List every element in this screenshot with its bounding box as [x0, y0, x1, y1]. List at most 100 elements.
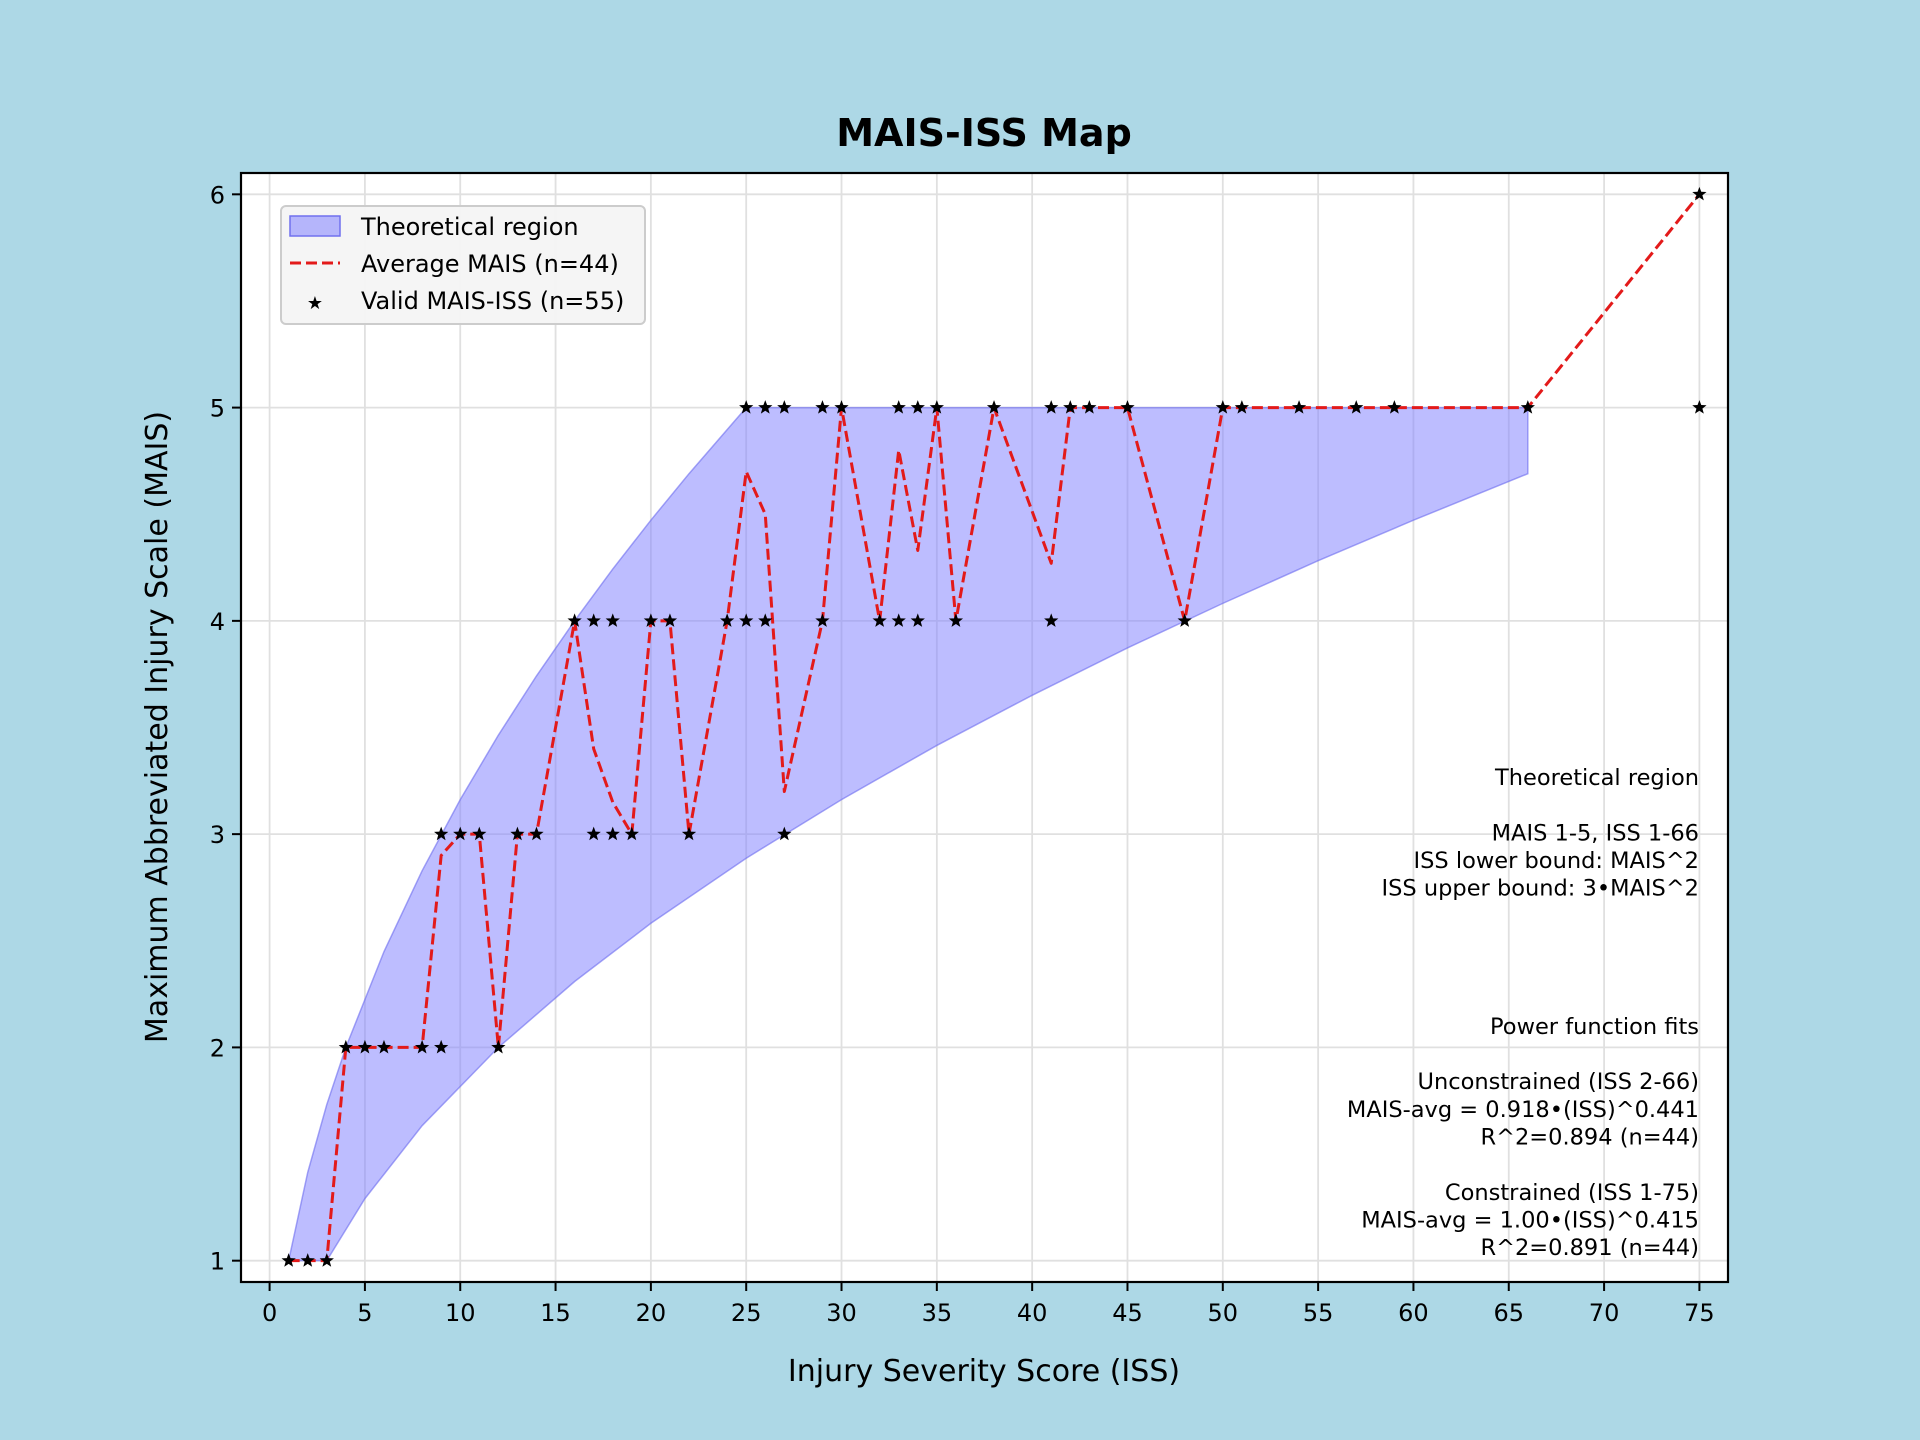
y-tick-label: 5	[210, 395, 225, 423]
data-point-star	[815, 613, 830, 627]
legend-entry-points: Valid MAIS-ISS (n=55)	[361, 287, 624, 315]
data-point-star	[1520, 400, 1535, 414]
data-point-star	[529, 826, 544, 841]
y-tick-label: 3	[210, 821, 225, 849]
x-tick-label: 55	[1303, 1299, 1334, 1327]
data-point-star	[319, 1253, 334, 1267]
data-point-star	[891, 613, 906, 627]
data-point-star	[1692, 400, 1707, 414]
data-point-star	[1349, 400, 1364, 414]
data-point-star	[1063, 400, 1078, 414]
data-point-star	[338, 1039, 353, 1054]
legend: ★ Theoretical region Average MAIS (n=44)…	[280, 205, 646, 325]
annotation-line: MAIS 1-5, ISS 1-66	[1492, 820, 1699, 846]
data-point-star	[434, 1039, 449, 1054]
data-point-star	[834, 400, 849, 414]
x-tick-label: 20	[636, 1299, 667, 1327]
data-point-star	[1120, 400, 1135, 414]
plot-background	[241, 173, 1728, 1282]
data-point-star	[605, 826, 620, 841]
data-point-star	[472, 826, 487, 841]
data-point-star	[891, 400, 906, 414]
data-point-star	[777, 400, 792, 414]
x-tick-label: 30	[826, 1299, 857, 1327]
data-point-star	[357, 1039, 373, 1054]
plot-frame	[239, 171, 1730, 1284]
data-point-star	[643, 613, 659, 627]
grid	[241, 173, 1728, 1282]
data-point-star	[681, 826, 697, 841]
data-point-star	[948, 613, 964, 627]
annotation-line: Constrained (ISS 1-75)	[1445, 1180, 1699, 1206]
data-point-star	[739, 400, 754, 414]
x-tick-label: 60	[1398, 1299, 1429, 1327]
data-point-star	[1082, 400, 1097, 414]
data-point-star	[910, 400, 925, 414]
legend-swatch-region	[289, 215, 341, 237]
x-axis-ticks: 0 5 10 15 20 25 30 35 40 45 50 55 60 65 70 75	[262, 1282, 1715, 1327]
data-point-star	[1234, 400, 1249, 414]
data-point-star	[491, 1039, 506, 1054]
data-point-star	[777, 826, 792, 841]
chart-title: MAIS-ISS Map	[836, 111, 1132, 155]
data-point-star	[605, 613, 620, 627]
y-tick-label: 2	[210, 1034, 225, 1062]
y-axis-ticks: 1 2 3 4 5 6	[210, 181, 241, 1276]
y-axis-label: Maximum Abbreviated Injury Scale (MAIS)	[140, 411, 175, 1043]
data-point-star	[586, 826, 601, 841]
data-point-star	[1291, 400, 1307, 414]
x-tick-label: 25	[731, 1299, 762, 1327]
x-tick-label: 15	[540, 1299, 571, 1327]
data-point-star	[1692, 186, 1707, 201]
data-point-star	[872, 613, 887, 627]
x-tick-label: 40	[1017, 1299, 1048, 1327]
legend-entry-region: Theoretical region	[360, 213, 579, 241]
data-point-star	[414, 1039, 430, 1054]
annotation-line: MAIS-avg = 0.918•(ISS)^0.441	[1347, 1097, 1699, 1123]
x-axis-label: Injury Severity Score (ISS)	[788, 1354, 1180, 1389]
x-tick-label: 70	[1589, 1299, 1620, 1327]
x-tick-label: 0	[262, 1299, 277, 1327]
annotation-line: R^2=0.891 (n=44)	[1480, 1235, 1699, 1261]
legend-swatch-star-icon: ★	[307, 293, 323, 314]
theoretical-region	[287, 406, 1529, 1262]
annotation-line: Theoretical region	[1494, 765, 1699, 791]
data-point-star	[758, 400, 773, 414]
average-mais-line	[288, 193, 1701, 1263]
data-point-star	[662, 613, 678, 627]
theoretical-region-area	[287, 406, 1529, 1262]
data-point-star	[929, 400, 944, 414]
legend-box	[280, 205, 646, 325]
data-point-star	[1044, 400, 1059, 414]
annotation-line: Unconstrained (ISS 2-66)	[1418, 1069, 1699, 1095]
annotation-line: ISS upper bound: 3•MAIS^2	[1382, 876, 1699, 902]
data-point-star	[910, 613, 925, 627]
annotation-line: MAIS-avg = 1.00•(ISS)^0.415	[1361, 1207, 1699, 1233]
data-point-star	[300, 1253, 315, 1267]
x-tick-label: 5	[357, 1299, 372, 1327]
data-point-star	[720, 613, 735, 627]
x-tick-label: 10	[445, 1299, 476, 1327]
data-point-star	[1387, 400, 1402, 414]
data-point-star	[739, 613, 754, 627]
data-point-star	[624, 826, 639, 841]
data-point-star	[376, 1039, 392, 1054]
valid-mais-iss-points	[281, 186, 1707, 1267]
x-tick-label: 50	[1208, 1299, 1239, 1327]
y-tick-label: 6	[210, 181, 225, 209]
average-mais-series	[288, 193, 1701, 1263]
y-tick-label: 4	[210, 608, 225, 636]
data-point-star	[1215, 400, 1230, 414]
data-point-star	[758, 613, 773, 627]
data-point-star	[1044, 613, 1059, 627]
data-point-star	[1177, 613, 1192, 627]
data-point-star	[586, 613, 601, 627]
data-point-star	[567, 613, 582, 627]
x-tick-label: 45	[1112, 1299, 1143, 1327]
data-point-star	[434, 826, 449, 841]
data-point-star	[281, 1253, 296, 1267]
y-tick-label: 1	[210, 1248, 225, 1276]
x-tick-label: 65	[1493, 1299, 1524, 1327]
x-tick-label: 35	[922, 1299, 953, 1327]
